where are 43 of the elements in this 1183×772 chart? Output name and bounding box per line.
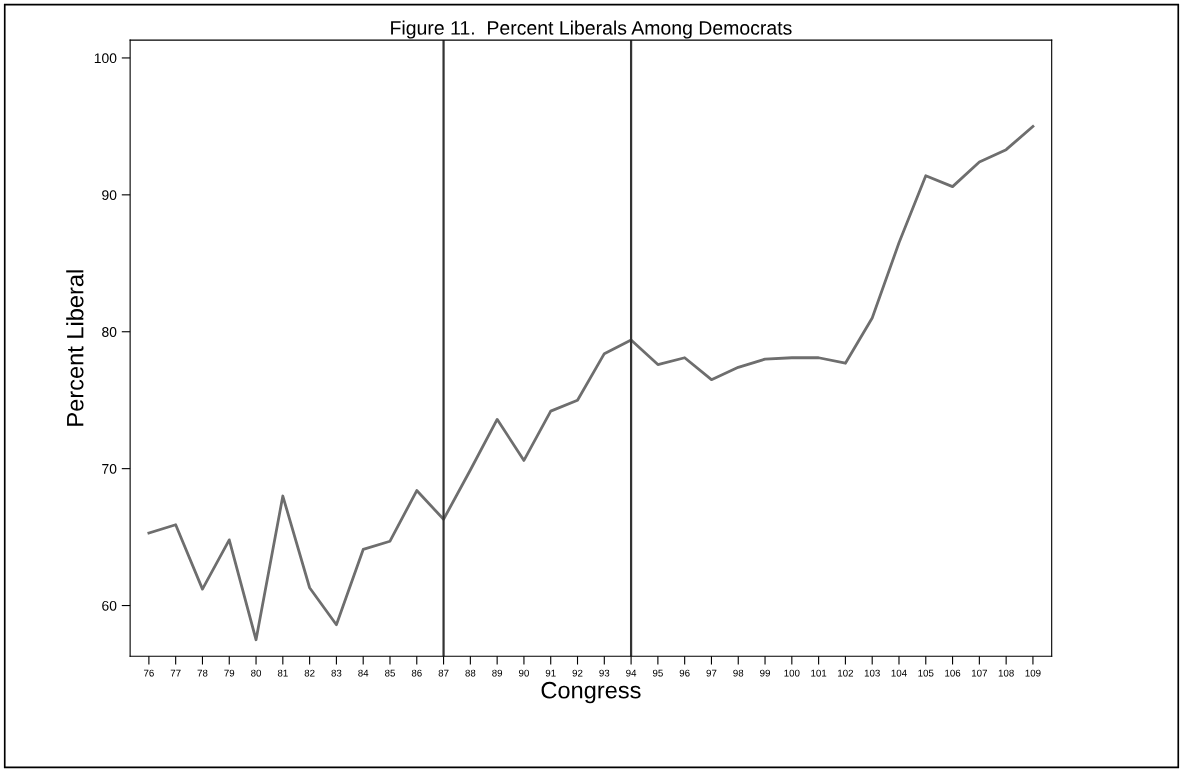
y-tick-label: 80	[102, 327, 117, 337]
x-tick-label: 90	[518, 669, 529, 677]
x-tick-label: 78	[197, 669, 208, 677]
x-tick-label: 98	[733, 669, 744, 677]
x-tick-label: 93	[599, 669, 610, 677]
x-tick-label: 86	[411, 669, 422, 677]
line-series	[147, 125, 1035, 642]
y-tick-label: 60	[102, 600, 117, 611]
x-tick-label: 79	[224, 669, 235, 677]
y-axis-title: Percent Liberal	[66, 270, 84, 426]
x-axis-title: Congress	[541, 681, 641, 704]
x-tick-label: 95	[652, 669, 663, 677]
x-tick-label: 87	[438, 669, 449, 677]
x-tick-label: 106	[945, 669, 961, 677]
x-tick-label: 81	[277, 669, 288, 677]
x-tick-label: 76	[143, 669, 154, 677]
x-tick-label: 109	[1025, 669, 1041, 677]
y-tick-label: 100	[94, 53, 117, 64]
x-tick-label: 91	[545, 669, 556, 677]
x-tick-label: 102	[838, 669, 854, 677]
x-tick-label: 101	[811, 669, 827, 677]
x-tick-label: 77	[170, 669, 181, 677]
x-tick-label: 96	[679, 669, 690, 677]
x-tick-label: 92	[572, 669, 583, 677]
x-tick-label: 108	[998, 669, 1014, 677]
x-tick-label: 99	[760, 669, 770, 677]
x-tick-label: 103	[864, 669, 880, 677]
x-tick-label: 84	[358, 669, 369, 677]
x-tick-label: 88	[465, 669, 476, 677]
x-tick-label: 85	[385, 669, 395, 677]
x-tick-label: 94	[626, 669, 637, 677]
y-tick-label: 90	[102, 190, 117, 201]
x-tick-label: 89	[492, 669, 503, 677]
x-tick-label: 97	[706, 669, 717, 677]
x-tick-label: 107	[971, 669, 987, 677]
x-tick-label: 104	[891, 669, 907, 677]
x-tick-label: 100	[784, 669, 800, 677]
chart-title: Figure 11. Percent Liberals Among Democrats	[391, 20, 792, 39]
y-tick-label: 70	[102, 463, 117, 474]
x-tick-label: 82	[304, 669, 315, 677]
x-tick-label: 83	[331, 669, 342, 677]
x-tick-label: 105	[918, 669, 934, 677]
x-tick-label: 80	[251, 669, 262, 677]
